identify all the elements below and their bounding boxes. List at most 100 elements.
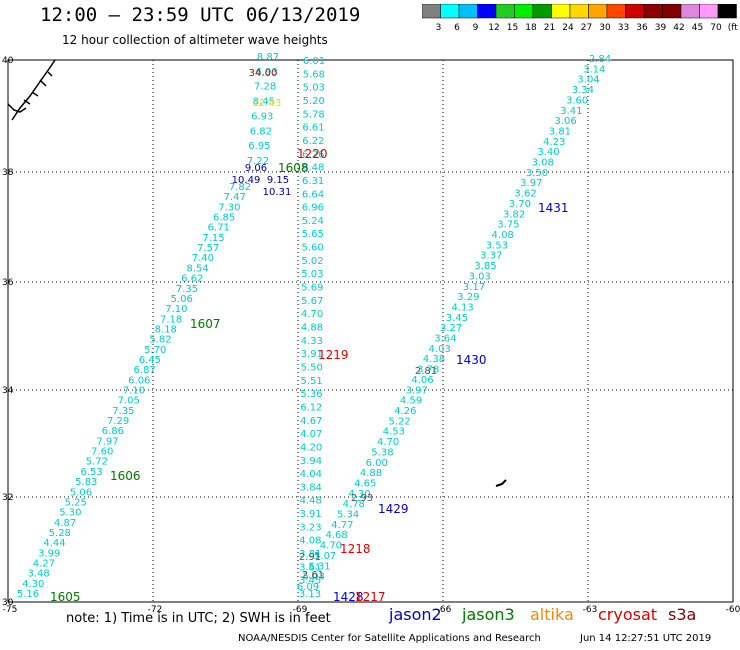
wave-height-value: 6.95 xyxy=(248,141,270,152)
lon-tick-label: -72 xyxy=(148,605,163,615)
credit-text: NOAA/NESDIS Center for Satellite Applica… xyxy=(238,633,541,644)
wave-height-value: 5.03 xyxy=(303,572,325,583)
scale-label: 12 xyxy=(488,23,499,33)
wave-height-value: 5.82 xyxy=(149,335,171,346)
wave-height-value-highlight: 10.49 xyxy=(232,175,261,186)
wave-height-value: 6.48 xyxy=(302,163,324,174)
wave-height-value: 3.27 xyxy=(440,323,462,334)
wave-height-value: 3.62 xyxy=(514,189,536,200)
wave-height-value: 5.51 xyxy=(300,376,322,387)
wave-height-value: 3.23 xyxy=(299,522,321,533)
wave-height-value: 6.86 xyxy=(102,426,124,437)
wave-height-value: 6.26 xyxy=(302,149,324,160)
wave-height-value-highlight: 2.93 xyxy=(351,493,373,504)
wave-height-value: 4.03 xyxy=(429,344,451,355)
lon-tick-label: -60 xyxy=(726,605,740,615)
wave-height-value: 5.28 xyxy=(49,528,71,539)
wave-height-value: 7.10 xyxy=(165,304,187,315)
wave-height-value: 4.08 xyxy=(299,536,321,547)
wave-height-value-highlight: 22.43 xyxy=(253,98,282,109)
scale-label: 24 xyxy=(562,23,574,33)
wave-height-value: 2.84 xyxy=(589,54,611,65)
wave-height-value-highlight: 9.15 xyxy=(267,175,289,186)
page-subtitle: 12 hour collection of altimeter wave hei… xyxy=(62,33,328,47)
wave-height-value: 6.93 xyxy=(251,111,273,122)
wave-height-value: 3.13 xyxy=(299,589,321,600)
wave-height-value: 6.82 xyxy=(250,126,272,137)
wave-height-value: 4.20 xyxy=(300,442,322,453)
scale-label: 70 xyxy=(710,23,722,33)
scale-swatch xyxy=(422,4,441,19)
wave-height-value: 6.06 xyxy=(128,375,150,386)
scale-swatch xyxy=(569,4,589,19)
wave-height-value: 5.60 xyxy=(301,243,323,254)
wave-height-value: 3.29 xyxy=(457,292,479,303)
wave-height-value: 7.30 xyxy=(218,202,240,213)
scale-label: 36 xyxy=(636,23,648,33)
wave-height-value: 6.71 xyxy=(208,223,230,234)
wave-height-value: 4.65 xyxy=(354,478,376,489)
wave-height-value: 7.05 xyxy=(118,396,140,407)
wave-height-value: 3.99 xyxy=(38,548,60,559)
timestamp: Jun 14 12:27:51 UTC 2019 xyxy=(580,633,712,644)
wave-height-value: 6.61 xyxy=(302,123,324,134)
scale-swatch xyxy=(495,4,515,19)
pass-time-label: 1608 xyxy=(278,161,309,175)
wave-height-value: 6.00 xyxy=(366,458,388,469)
wave-height-value: 8.87 xyxy=(257,52,279,63)
wave-height-value: 7.29 xyxy=(107,416,129,427)
pass-time-label: 1218 xyxy=(340,542,371,556)
pass-time-label: 1605 xyxy=(50,590,81,604)
wave-height-value: 3.70 xyxy=(509,199,531,210)
wave-height-value-highlight: 2.81 xyxy=(415,366,437,377)
wave-height-value: 6.01 xyxy=(303,56,325,67)
scale-swatch xyxy=(440,4,460,19)
lat-tick-label: 38 xyxy=(2,168,14,178)
scale-label: 3 xyxy=(436,23,442,33)
track-values: 5.164.303.484.273.994.445.284.875.305.25… xyxy=(17,52,611,600)
coastline-shape xyxy=(7,59,507,487)
wave-height-value: 4.70 xyxy=(301,309,323,320)
wave-height-value: 4.88 xyxy=(360,468,382,479)
legend-item-altika: altika xyxy=(530,605,574,624)
wave-height-value: 3.48 xyxy=(27,569,49,580)
wave-height-value: 3.78 xyxy=(417,365,439,376)
scale-label: 45 xyxy=(692,23,703,33)
wave-height-value: 4.07 xyxy=(300,429,322,440)
pass-time-label: 1430 xyxy=(456,353,487,367)
wave-height-value-highlight: 2.91 xyxy=(299,552,321,563)
scale-swatch xyxy=(606,4,626,19)
wave-height-value: 6.45 xyxy=(139,355,161,366)
wave-height-value: 3.37 xyxy=(480,251,502,262)
wave-height-value: 5.07 xyxy=(314,551,336,562)
wave-height-value: 3.82 xyxy=(503,209,525,220)
wave-height-value: 4.70 xyxy=(320,541,342,552)
wave-height-value: 5.68 xyxy=(303,69,325,80)
wave-height-value: 4.38 xyxy=(423,354,445,365)
wave-height-value: 7.10 xyxy=(123,386,145,397)
wave-height-value: 6.93 xyxy=(255,67,277,78)
wave-height-value: 4.88 xyxy=(301,323,323,334)
wave-height-value: 6.31 xyxy=(302,176,324,187)
pass-time-label: 1429 xyxy=(378,502,409,516)
wave-height-value: 7.60 xyxy=(91,447,113,458)
wave-height-value: 3.45 xyxy=(299,576,321,587)
scale-label: 33 xyxy=(618,23,629,33)
wave-height-value: 4.44 xyxy=(43,538,65,549)
wave-height-value: 5.16 xyxy=(17,589,39,600)
wave-height-value: 8.45 xyxy=(253,97,275,108)
lon-tick-label: -75 xyxy=(3,605,18,615)
wave-height-value: 5.36 xyxy=(300,389,322,400)
wave-height-value: 4.77 xyxy=(331,520,353,531)
wave-height-value: 4.06 xyxy=(411,375,433,386)
wave-height-value: 3.08 xyxy=(532,158,554,169)
lat-tick-label: 34 xyxy=(2,386,14,396)
wave-height-value: 7.18 xyxy=(160,314,182,325)
wave-height-value: 4.48 xyxy=(300,496,322,507)
scale-swatch xyxy=(699,4,719,19)
scale-swatch xyxy=(680,4,700,19)
wave-height-value: 3.91 xyxy=(301,349,323,360)
wave-height-value: 5.50 xyxy=(301,362,323,373)
